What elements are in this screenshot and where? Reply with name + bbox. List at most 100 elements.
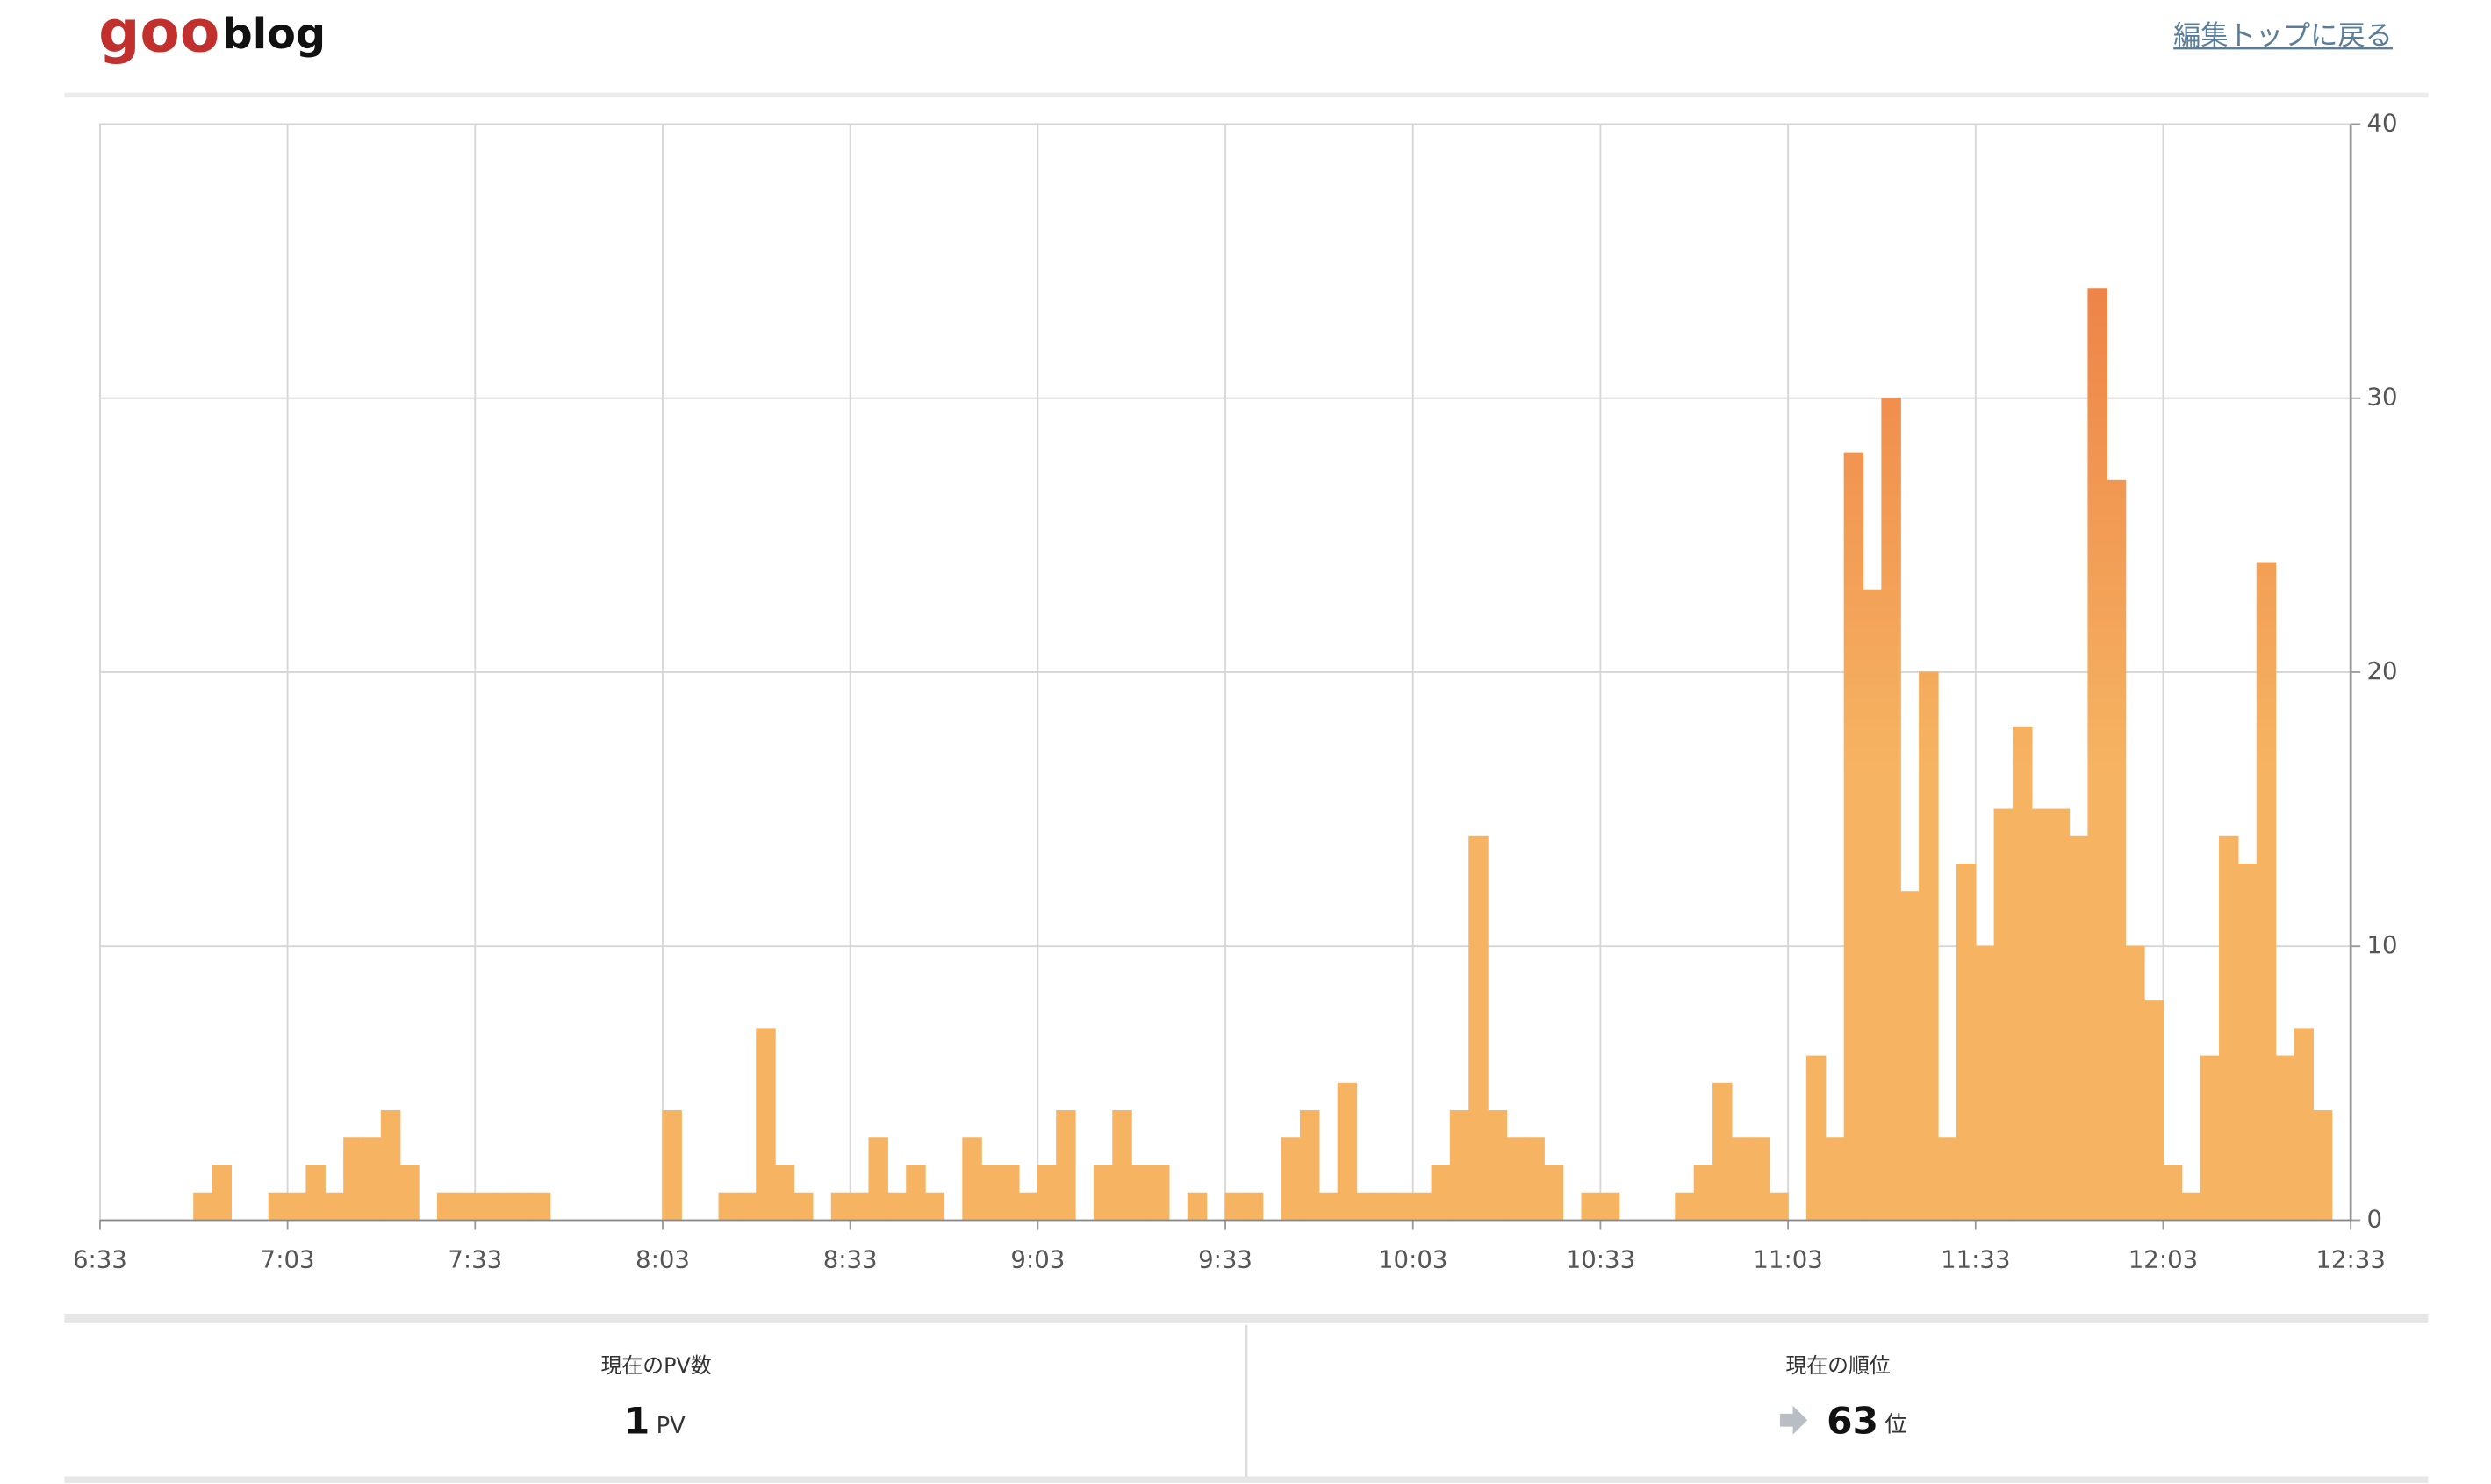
bar [1056,1110,1076,1222]
bar [1937,1137,1957,1222]
x-tick-label: 11:03 [1753,1245,1822,1273]
bar [1825,1137,1845,1222]
bar [268,1192,289,1222]
bar [193,1192,213,1222]
bar [980,1165,1001,1222]
bar [399,1165,420,1222]
bar [1150,1165,1170,1222]
bar [1899,891,1920,1222]
bar [1449,1110,1470,1222]
rank-label: 現在の順位 [1785,1353,1890,1378]
bar [1393,1192,1414,1222]
bar [212,1165,233,1222]
logo-blog: blog [223,11,327,59]
bar [456,1192,476,1222]
header-bar [64,0,2429,94]
bar [1712,1082,1733,1222]
bar [437,1192,457,1222]
bar [1299,1110,1320,1222]
bar [2181,1192,2201,1222]
bar [1431,1165,1452,1222]
bar [1018,1192,1038,1222]
bar [2219,835,2239,1222]
bar [1863,589,1883,1222]
bar [1356,1192,1376,1222]
bar [493,1192,513,1222]
bar [1675,1192,1695,1222]
pv-label: 現在のPV数 [601,1353,712,1378]
bar [1919,671,1939,1222]
bar [924,1192,945,1222]
bar [1243,1192,1264,1222]
bar [1000,1165,1020,1222]
bar [756,1028,776,1222]
chart: 0 10 20 30 40 6:33 7:03 7:33 8:03 8:33 9:03 9:33 10:… [73,109,2398,1273]
bar [2275,1055,2295,1222]
bar [1187,1192,1208,1222]
bar [2125,945,2145,1222]
bar [2106,479,2127,1222]
bar [1599,1192,1620,1222]
bar [2050,808,2071,1222]
y-tick-label: 20 [2367,657,2398,685]
bar [1131,1165,1152,1222]
y-tick-label: 40 [2367,109,2398,137]
bar [1843,452,1864,1222]
bar [1037,1165,1058,1222]
x-tick-label: 9:03 [1010,1245,1065,1273]
bar [2200,1055,2221,1222]
x-tick-label: 8:03 [635,1245,690,1273]
bar [1693,1165,1714,1222]
bar [1956,863,1977,1222]
bar [343,1137,363,1222]
bar [2031,808,2051,1222]
rank-value: 63 [1827,1399,1878,1442]
bar [2012,726,2033,1222]
bar [1749,1137,1770,1222]
bar [1769,1192,1789,1222]
bar [512,1192,532,1222]
bar [287,1192,307,1222]
y-tick-label: 10 [2367,931,2398,959]
bar [362,1137,383,1222]
bar [1337,1082,1358,1222]
pv-value: 1 [624,1399,650,1442]
x-tick-label: 11:33 [1941,1245,2010,1273]
bar [1281,1137,1302,1222]
bar [305,1165,326,1222]
x-tick-label: 9:33 [1198,1245,1253,1273]
bar [830,1192,851,1222]
bar [2312,1110,2333,1222]
bar [793,1192,814,1222]
x-tick-label: 12:33 [2315,1245,2385,1273]
bar [2069,835,2089,1222]
bar [2087,288,2107,1222]
x-tick-label: 7:03 [261,1245,315,1273]
rank-unit: 位 [1884,1411,1907,1437]
bar [1112,1110,1132,1222]
bar [718,1192,739,1222]
bar [530,1192,551,1222]
bar [474,1192,495,1222]
bar [2294,1028,2314,1222]
bar [1731,1137,1751,1222]
bar [2162,1165,2183,1222]
bar [380,1110,401,1222]
bar [887,1192,908,1222]
bar [1993,808,2014,1222]
x-tick-label: 6:33 [73,1245,127,1273]
bar [1543,1165,1564,1222]
rank-trend-arrow [1779,1405,1808,1435]
bar [662,1110,682,1222]
bar [736,1192,757,1222]
y-tick-label: 30 [2367,384,2398,412]
bar [2256,562,2277,1222]
x-tick-label: 8:33 [823,1245,878,1273]
x-tick-label: 10:03 [1378,1245,1447,1273]
bar [1412,1192,1432,1222]
bar [2237,863,2258,1222]
back-link[interactable]: 編集トップに戻る [2173,20,2393,52]
bar [868,1137,888,1222]
